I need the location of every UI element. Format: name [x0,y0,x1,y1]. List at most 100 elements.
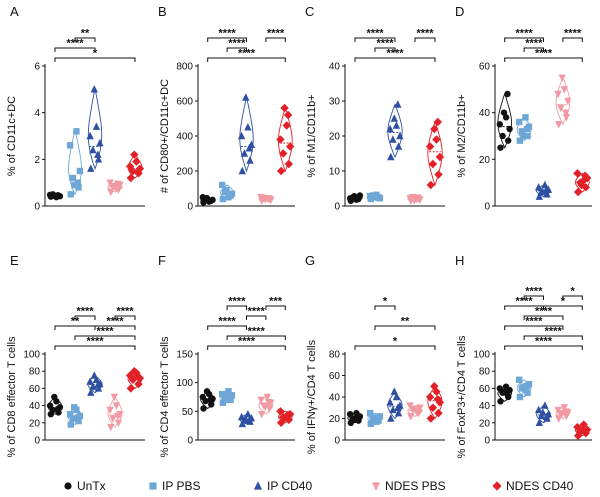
significance-label: **** [248,326,266,338]
significance-bracket [74,37,96,42]
y-tick-label: 30 [329,97,341,108]
data-point [227,396,234,404]
data-point [203,388,211,395]
data-point [219,181,226,189]
data-point [86,377,94,385]
data-point [387,152,395,161]
axis-lines [197,64,295,207]
data-point [394,142,403,150]
data-point [386,398,394,406]
data-point [133,167,142,177]
data-point [94,150,102,158]
data-point [577,426,586,435]
data-point [573,187,583,197]
panel-letter: A [10,4,19,19]
significance-label: **** [228,296,246,308]
significance-label: **** [416,28,434,40]
data-point [435,152,445,162]
y-tick-label: 20 [479,418,491,429]
data-point [579,176,588,185]
significance-bracket [562,37,583,42]
significance-label: * [393,336,398,348]
data-point [237,412,246,421]
significance-bracket [523,335,583,340]
significance-bracket [414,37,436,42]
significance-label: ** [401,316,410,328]
data-point [199,393,206,401]
data-point [543,190,551,198]
panel-e: E % of CD8 effector T cells 0 20 40 60 80 100 **… [6,253,145,458]
data-point [237,131,246,140]
data-point [46,402,54,409]
y-tick-label: 20 [329,414,341,425]
data-point [500,109,508,116]
legend-label: IP PBS [162,479,200,493]
data-point [126,173,135,183]
data-point [86,131,94,140]
y-tick-label: 0 [484,436,490,447]
data-point [69,415,77,422]
data-point [94,380,102,389]
data-point [573,431,583,440]
significance-label: **** [228,38,246,50]
significance-label: **** [535,336,553,348]
y-axis-title: # of CD80+/CD11c+DC [159,79,171,193]
panel-h: H% of FoxP3+/CD4 T cells 020406080100****… [455,253,592,458]
data-point [371,414,378,421]
significance-bracket [504,305,544,310]
significance-label: **** [386,48,404,60]
data-point [396,131,404,140]
data-point [112,402,121,410]
panel-letter: E [10,253,19,268]
data-point [106,406,114,415]
y-tick-label: 100 [176,378,193,389]
significance-bracket [54,47,96,52]
panel-letter: F [158,253,166,268]
y-axis-title: % of CD4 effector T cells [159,336,171,458]
data-point [518,128,526,135]
data-point [130,150,139,159]
y-axis-title: % of IFNγ+/CD4 T cells [306,339,318,454]
data-point [580,171,590,180]
data-point [67,191,74,198]
data-point [265,398,273,407]
data-point [425,392,435,402]
significance-label: **** [238,336,256,348]
y-tick-label: 400 [176,132,193,143]
data-point [366,193,374,200]
data-point [392,121,401,129]
data-point [89,145,97,154]
significance-label: **** [219,28,237,40]
significance-label: **** [545,326,563,338]
data-point [246,156,254,164]
data-point [573,169,582,178]
data-point [414,194,422,202]
data-point [223,395,230,402]
data-point [542,185,550,193]
data-point [535,192,543,200]
data-point [92,375,101,383]
data-point [505,137,512,144]
data-point [558,74,566,82]
y-tick-label: 4 [34,108,40,119]
y-tick-label: 60 [329,371,341,382]
y-axis-title: % of M2/CD11b+ [456,94,468,177]
data-point [539,408,547,416]
data-point [244,123,252,131]
data-point [516,137,524,144]
y-tick-label: 40 [29,401,41,412]
y-tick-label: 20 [479,155,491,166]
data-point [346,411,354,418]
y-tick-label: 0 [34,436,40,447]
data-point [54,405,61,413]
significance-label: * [383,296,388,308]
data-point [223,187,230,194]
panel-letter: D [455,4,464,19]
significance-bracket [246,315,267,320]
y-tick-label: 40 [479,401,491,412]
legend-marker [371,482,381,491]
significance-bracket [504,57,583,62]
data-point [263,393,271,402]
y-tick-label: 40 [329,62,341,73]
